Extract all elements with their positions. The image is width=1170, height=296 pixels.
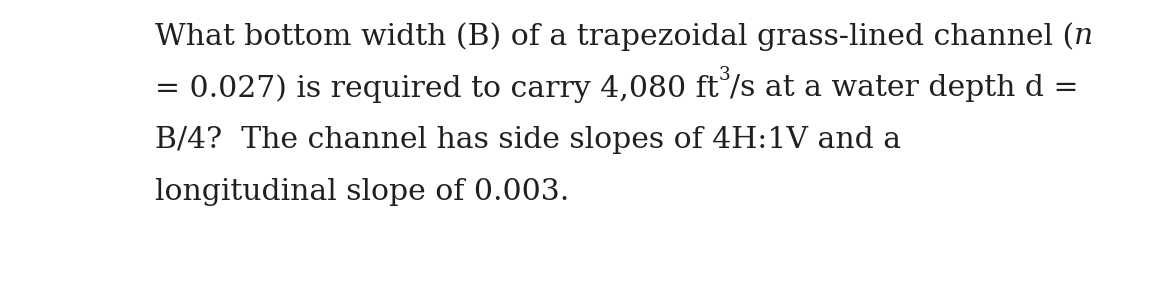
Text: What bottom width (B) of a trapezoidal grass-lined channel (: What bottom width (B) of a trapezoidal g… xyxy=(154,22,1074,51)
Text: n: n xyxy=(1074,22,1094,50)
Text: B/4?  The channel has side slopes of 4H:1V and a: B/4? The channel has side slopes of 4H:1… xyxy=(154,126,901,154)
Text: = 0.027) is required to carry 4,080 ft: = 0.027) is required to carry 4,080 ft xyxy=(154,74,718,103)
Text: /s at a water depth d =: /s at a water depth d = xyxy=(730,74,1079,102)
Text: 3: 3 xyxy=(718,66,730,84)
Text: longitudinal slope of 0.003.: longitudinal slope of 0.003. xyxy=(154,178,570,206)
